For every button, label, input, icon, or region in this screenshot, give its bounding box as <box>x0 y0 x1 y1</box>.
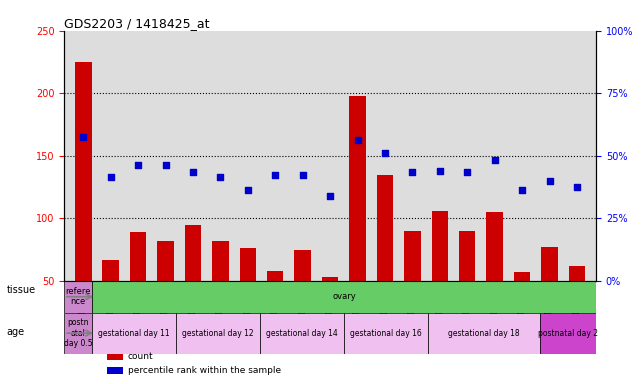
Bar <box>569 266 585 343</box>
Text: gestational day 11: gestational day 11 <box>98 329 170 338</box>
Bar <box>106 367 122 374</box>
Point <box>160 161 171 167</box>
Bar <box>267 271 283 343</box>
FancyBboxPatch shape <box>176 313 260 354</box>
Text: count: count <box>128 353 154 361</box>
FancyBboxPatch shape <box>540 313 596 354</box>
Bar <box>487 212 503 343</box>
Point <box>572 184 582 190</box>
Bar <box>212 241 229 343</box>
Point <box>78 134 88 140</box>
Text: gestational day 18: gestational day 18 <box>448 329 520 338</box>
FancyBboxPatch shape <box>64 313 92 354</box>
Text: gestational day 12: gestational day 12 <box>182 329 254 338</box>
Text: postnatal day 2: postnatal day 2 <box>538 329 598 338</box>
Text: tissue: tissue <box>6 285 35 295</box>
Text: gestational day 16: gestational day 16 <box>350 329 422 338</box>
Text: GDS2203 / 1418425_at: GDS2203 / 1418425_at <box>64 17 210 30</box>
FancyBboxPatch shape <box>428 313 540 354</box>
Bar <box>106 354 122 361</box>
Bar <box>514 272 530 343</box>
Text: percentile rank within the sample: percentile rank within the sample <box>128 366 281 375</box>
Bar <box>431 211 448 343</box>
Point <box>517 187 527 193</box>
Bar <box>541 247 558 343</box>
Point <box>490 156 500 162</box>
Text: refere
nce: refere nce <box>65 287 91 306</box>
Bar <box>322 277 338 343</box>
FancyBboxPatch shape <box>64 281 92 313</box>
Bar <box>240 248 256 343</box>
Point <box>215 174 226 180</box>
Bar <box>157 241 174 343</box>
Point <box>133 161 144 167</box>
Text: age: age <box>6 327 24 337</box>
Point <box>106 174 116 180</box>
Bar <box>294 250 311 343</box>
FancyBboxPatch shape <box>92 281 596 313</box>
Point <box>188 169 198 175</box>
Text: ovary: ovary <box>332 292 356 301</box>
Point <box>407 169 417 175</box>
Bar <box>130 232 146 343</box>
Bar <box>377 175 393 343</box>
Bar <box>349 96 366 343</box>
Text: postn
atal
day 0.5: postn atal day 0.5 <box>64 318 92 348</box>
Point <box>325 193 335 199</box>
Point <box>435 168 445 174</box>
Point <box>270 172 280 178</box>
Point <box>380 150 390 156</box>
Point <box>544 178 554 184</box>
Bar <box>459 231 476 343</box>
Point <box>297 172 308 178</box>
Bar <box>404 231 420 343</box>
FancyBboxPatch shape <box>260 313 344 354</box>
Text: gestational day 14: gestational day 14 <box>266 329 338 338</box>
Point <box>462 169 472 175</box>
Bar <box>185 225 201 343</box>
Point <box>353 136 363 142</box>
Bar <box>75 62 92 343</box>
FancyBboxPatch shape <box>92 313 176 354</box>
Bar <box>103 260 119 343</box>
Point <box>243 187 253 193</box>
FancyBboxPatch shape <box>344 313 428 354</box>
